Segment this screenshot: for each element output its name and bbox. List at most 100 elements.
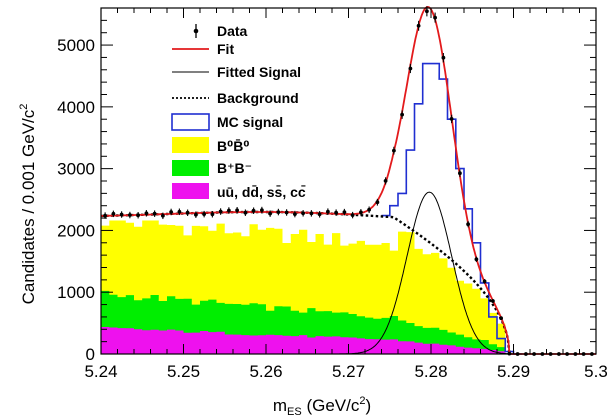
- data-point: [276, 208, 281, 216]
- data-point-marker: [350, 213, 355, 218]
- data-point-marker: [433, 15, 437, 20]
- data-point-marker: [185, 210, 190, 215]
- data-point-marker: [375, 200, 380, 205]
- data-point-marker: [317, 212, 322, 217]
- data-point: [334, 209, 338, 216]
- legend-label-background: Background: [217, 90, 299, 106]
- data-point-marker: [169, 210, 174, 214]
- data-point: [408, 63, 413, 74]
- data-point: [317, 211, 322, 218]
- data-point: [161, 212, 165, 220]
- mc-signal-step: [381, 62, 522, 355]
- x-axis-title-unit-sup: 2: [359, 395, 365, 407]
- data-point: [119, 211, 124, 218]
- data-point-marker: [227, 208, 231, 213]
- background-curve: [101, 210, 511, 355]
- data-point-marker: [301, 211, 305, 216]
- legend: Data Fit Fitted Signal Background MC sig…: [171, 23, 306, 200]
- data-point: [268, 210, 272, 217]
- x-tick-label: 5.27: [332, 362, 365, 381]
- data-point-marker: [400, 112, 404, 117]
- legend-bpm-swatch: [172, 160, 209, 176]
- legend-mc-box: [171, 113, 210, 131]
- data-point-marker: [367, 207, 371, 212]
- fit-curve: [101, 5, 511, 354]
- data-point-marker: [202, 212, 207, 217]
- data-point: [210, 211, 215, 218]
- legend-entry-mc: MC signal: [171, 113, 283, 131]
- data-point: [194, 211, 198, 218]
- legend-entry-signal: Fitted Signal: [172, 64, 301, 80]
- data-point-marker: [177, 209, 182, 214]
- data-point: [499, 316, 503, 321]
- data-point: [383, 177, 388, 185]
- x-tick-label: 5.29: [497, 362, 530, 381]
- data-point: [350, 211, 355, 219]
- x-tick-label: 5.3: [584, 362, 607, 381]
- data-point: [218, 208, 223, 215]
- data-point: [416, 20, 421, 31]
- legend-label-data: Data: [217, 23, 248, 39]
- data-point: [251, 207, 256, 215]
- legend-entry-fit: Fit: [172, 41, 234, 57]
- data-point-marker: [293, 212, 297, 217]
- data-point: [144, 210, 149, 217]
- data-point: [482, 279, 487, 284]
- data-point: [243, 209, 248, 216]
- data-point: [293, 210, 297, 218]
- data-point: [152, 210, 157, 217]
- data-point-marker: [251, 208, 256, 213]
- y-tick-label: 4000: [57, 98, 95, 117]
- data-point-marker: [342, 210, 347, 215]
- legend-label-signal: Fitted Signal: [217, 64, 301, 80]
- data-point: [169, 208, 174, 216]
- legend-entry-bpm: B⁺B⁻: [172, 160, 252, 176]
- data-point: [326, 208, 330, 215]
- data-points: [103, 6, 594, 356]
- data-point-marker: [218, 209, 223, 214]
- data-point-marker: [499, 316, 503, 321]
- data-point: [392, 146, 396, 155]
- data-point: [367, 206, 371, 214]
- data-point: [400, 110, 404, 119]
- x-axis-title-close: ): [365, 396, 371, 415]
- data-point-marker: [326, 209, 330, 214]
- legend-label-cont: uū, dd̄, ss̄, cc̄: [217, 183, 306, 200]
- y-tick-label: 1000: [57, 283, 95, 302]
- data-point-marker: [441, 55, 446, 60]
- legend-entry-b0: B⁰B̄⁰: [172, 137, 249, 154]
- data-point-marker: [392, 148, 396, 153]
- y-tick-label: 2000: [57, 221, 95, 240]
- data-point-marker: [111, 211, 116, 216]
- data-point-marker: [136, 213, 141, 218]
- data-point: [301, 210, 305, 217]
- data-point: [177, 208, 182, 216]
- axis-ticks: [100, 8, 597, 355]
- data-point-marker: [458, 171, 462, 176]
- legend-label-b0: B⁰B̄⁰: [217, 137, 249, 154]
- legend-entry-cont: uū, dd̄, ss̄, cc̄: [172, 183, 306, 200]
- data-point-marker: [144, 211, 149, 216]
- legend-data-marker: [193, 28, 199, 34]
- data-point-marker: [466, 222, 470, 227]
- axis-tick-labels: 5.24 5.25 5.26 5.27 5.28 5.29 5.3 0 1000 2000 3000…: [57, 36, 607, 381]
- data-point-marker: [334, 210, 338, 215]
- data-point-marker: [474, 257, 479, 262]
- data-point: [127, 211, 132, 219]
- x-axis-title-main: m: [273, 396, 287, 415]
- data-point-marker: [276, 210, 281, 215]
- data-point-marker: [408, 66, 413, 71]
- data-point-marker: [103, 213, 107, 218]
- legend-label-mc: MC signal: [217, 114, 283, 130]
- y-tick-label: 3000: [57, 160, 95, 179]
- data-point-marker: [425, 9, 429, 14]
- data-point-marker: [119, 212, 124, 217]
- data-point-marker: [235, 208, 240, 213]
- y-tick-label: 5000: [57, 36, 95, 55]
- data-point: [185, 209, 190, 216]
- mc-signal-histogram: [381, 62, 522, 355]
- data-point: [449, 114, 454, 124]
- data-point-marker: [284, 210, 289, 215]
- x-tick-label: 5.25: [167, 362, 200, 381]
